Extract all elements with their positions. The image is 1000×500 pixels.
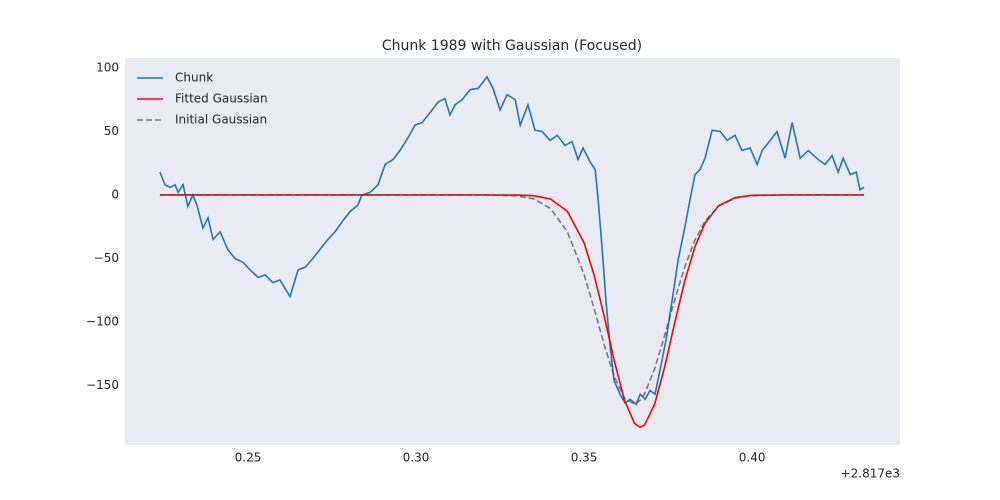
- y-tick-label: −150: [86, 378, 119, 392]
- x-offset-label: +2.817e3: [841, 467, 900, 481]
- chart-title: Chunk 1989 with Gaussian (Focused): [382, 38, 642, 54]
- x-tick-label: 0.25: [235, 451, 262, 465]
- y-tick-label: 50: [104, 124, 119, 138]
- series-line: [159, 194, 865, 406]
- legend-label: Chunk: [175, 71, 213, 85]
- y-tick-label: −50: [94, 251, 119, 265]
- x-tick-label: 0.35: [571, 451, 598, 465]
- x-tick-label: 0.30: [403, 451, 430, 465]
- plot-area: [125, 58, 900, 445]
- series-line: [159, 75, 865, 406]
- y-tick-label: 0: [111, 187, 119, 201]
- y-tick-label: −100: [86, 314, 119, 328]
- legend-label: Fitted Gaussian: [175, 92, 268, 106]
- y-tick-label: 100: [96, 61, 119, 75]
- legend-label: Initial Gaussian: [175, 113, 267, 127]
- x-tick-label: 0.40: [739, 451, 766, 465]
